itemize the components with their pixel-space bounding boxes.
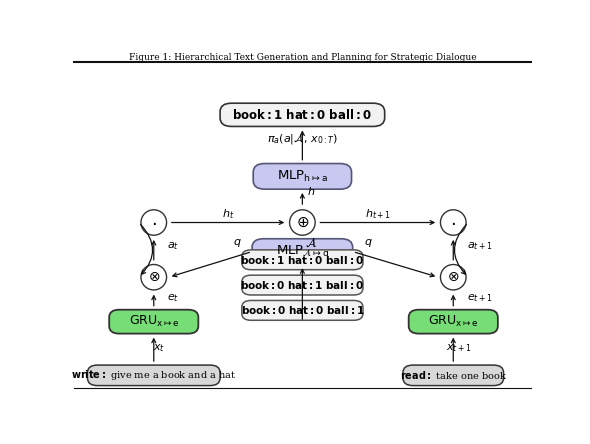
FancyBboxPatch shape — [253, 163, 352, 189]
Ellipse shape — [441, 265, 466, 290]
FancyBboxPatch shape — [242, 275, 363, 295]
FancyBboxPatch shape — [242, 250, 363, 270]
Text: $h_t$: $h_t$ — [222, 207, 234, 221]
Text: $e_{t+1}$: $e_{t+1}$ — [467, 292, 493, 304]
Text: $\otimes$: $\otimes$ — [148, 270, 160, 284]
Text: $h$: $h$ — [307, 185, 316, 197]
Text: $\mathbf{read:}$ take one book: $\mathbf{read:}$ take one book — [399, 369, 507, 381]
Text: $\mathrm{MLP}_{\mathcal{A}\mapsto\mathrm{q}}$: $\mathrm{MLP}_{\mathcal{A}\mapsto\mathrm… — [276, 243, 329, 260]
Text: $\mathbf{write:}$ give me a book and a hat: $\mathbf{write:}$ give me a book and a h… — [71, 369, 237, 382]
Ellipse shape — [441, 210, 466, 235]
Text: $a_t$: $a_t$ — [168, 241, 179, 252]
Ellipse shape — [290, 210, 315, 235]
Text: $h_{t+1}$: $h_{t+1}$ — [365, 207, 391, 221]
FancyBboxPatch shape — [109, 310, 198, 333]
FancyBboxPatch shape — [252, 239, 353, 264]
Text: $\cdot$: $\cdot$ — [151, 214, 156, 231]
Text: $\mathcal{A}$: $\mathcal{A}$ — [306, 236, 317, 250]
Text: $\otimes$: $\otimes$ — [447, 270, 460, 284]
Text: $\mathbf{book:1}\ \mathbf{hat:0}\ \mathbf{ball:0}$: $\mathbf{book:1}\ \mathbf{hat:0}\ \mathb… — [232, 108, 372, 122]
Text: $\mathbf{book:0}\ \mathbf{hat:1}\ \mathbf{ball:0}$: $\mathbf{book:0}\ \mathbf{hat:1}\ \mathb… — [240, 279, 365, 291]
Text: $x_{t+1}$: $x_{t+1}$ — [446, 342, 471, 354]
Text: $q$: $q$ — [365, 237, 373, 249]
Text: $q$: $q$ — [233, 237, 241, 249]
Text: $a_{t+1}$: $a_{t+1}$ — [467, 241, 493, 252]
Text: $\mathrm{GRU}_{\mathrm{x}\mapsto\mathrm{e}}$: $\mathrm{GRU}_{\mathrm{x}\mapsto\mathrm{… — [129, 314, 179, 329]
Ellipse shape — [141, 210, 166, 235]
FancyBboxPatch shape — [242, 301, 363, 320]
Ellipse shape — [141, 265, 166, 290]
Text: $\pi_a(a|\mathcal{A},\, x_{0:T})$: $\pi_a(a|\mathcal{A},\, x_{0:T})$ — [267, 132, 338, 147]
FancyBboxPatch shape — [87, 365, 220, 385]
FancyBboxPatch shape — [409, 310, 498, 333]
FancyBboxPatch shape — [403, 365, 503, 385]
FancyArrowPatch shape — [140, 225, 153, 274]
Text: $\mathbf{book:0}\ \mathbf{hat:0}\ \mathbf{ball:1}$: $\mathbf{book:0}\ \mathbf{hat:0}\ \mathb… — [241, 305, 364, 317]
FancyArrowPatch shape — [454, 225, 467, 274]
Text: $x_t$: $x_t$ — [153, 342, 165, 354]
Text: $e_t$: $e_t$ — [168, 292, 179, 304]
Text: $\mathbf{book:1}\ \mathbf{hat:0}\ \mathbf{ball:0}$: $\mathbf{book:1}\ \mathbf{hat:0}\ \mathb… — [240, 254, 365, 266]
Text: $\oplus$: $\oplus$ — [296, 215, 309, 230]
Text: $\mathrm{GRU}_{\mathrm{x}\mapsto\mathrm{e}}$: $\mathrm{GRU}_{\mathrm{x}\mapsto\mathrm{… — [428, 314, 478, 329]
Text: $\cdot$: $\cdot$ — [450, 214, 456, 231]
Text: Figure 1: Hierarchical Text Generation and Planning for Strategic Dialogue: Figure 1: Hierarchical Text Generation a… — [129, 53, 476, 62]
FancyBboxPatch shape — [220, 103, 385, 127]
Text: $\mathrm{MLP}_{\mathrm{h}\mapsto\mathrm{a}}$: $\mathrm{MLP}_{\mathrm{h}\mapsto\mathrm{… — [277, 169, 328, 184]
